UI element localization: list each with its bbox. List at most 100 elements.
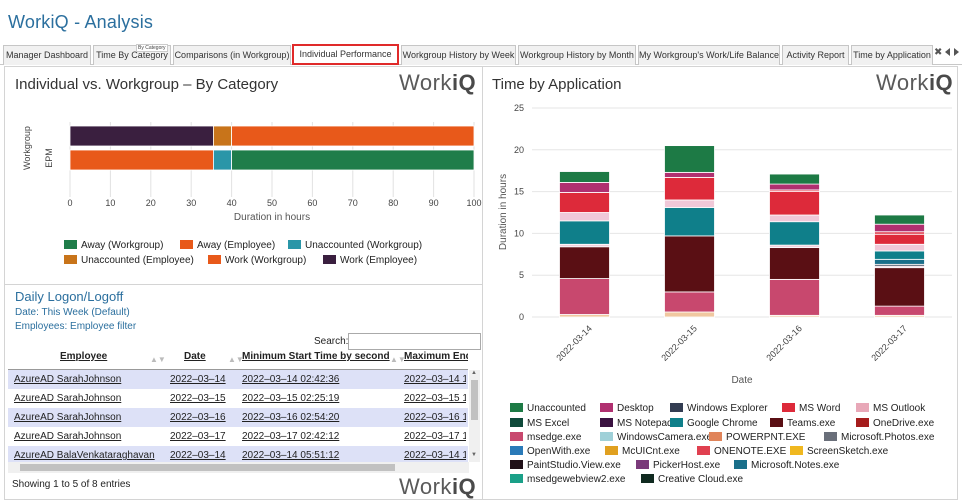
table-cell[interactable]: 2022–03–16 02:54:20 bbox=[242, 412, 340, 423]
legend-item[interactable]: ScreenSketch.exe bbox=[790, 446, 888, 457]
legend-item[interactable]: Work (Employee) bbox=[323, 255, 417, 266]
legend-item[interactable]: Unaccounted (Employee) bbox=[64, 255, 194, 266]
legend-item[interactable]: MS Excel bbox=[510, 418, 569, 429]
sort-icon[interactable]: ▲▼ bbox=[150, 355, 166, 364]
legend-label: ONENOTE.EXE bbox=[714, 446, 787, 457]
x-tick-label: 80 bbox=[388, 198, 398, 208]
legend-item[interactable]: Desktop bbox=[600, 403, 654, 414]
employee-filter-text[interactable]: Employees: Employee filter bbox=[15, 321, 137, 332]
x-tick-label: 70 bbox=[348, 198, 358, 208]
y-tick-label: 0 bbox=[519, 312, 524, 322]
legend-item[interactable]: Unaccounted (Workgroup) bbox=[288, 240, 422, 251]
column-header-date[interactable]: Date bbox=[184, 351, 206, 362]
table-cell[interactable]: AzureAD SarahJohnson bbox=[14, 412, 122, 423]
legend-label: Teams.exe bbox=[787, 418, 836, 429]
tab-activity-report[interactable]: Activity Report bbox=[782, 45, 849, 65]
legend-item[interactable]: PaintStudio.View.exe bbox=[510, 460, 621, 471]
bar-segment bbox=[769, 173, 820, 185]
legend-item[interactable]: POWERPNT.EXE bbox=[709, 432, 805, 443]
legend-swatch bbox=[64, 255, 77, 264]
column-header-min-start[interactable]: Minimum Start Time by second bbox=[242, 351, 390, 362]
chevron-left-icon[interactable] bbox=[945, 48, 950, 56]
sort-icon[interactable]: ▲▼ bbox=[390, 355, 406, 364]
right-chart-title: Time by Application bbox=[492, 76, 622, 93]
legend-label: WindowsCamera.exe bbox=[617, 432, 713, 443]
legend-item[interactable]: Unaccounted bbox=[510, 403, 586, 414]
table-cell[interactable]: 2022–03–17 1 bbox=[404, 431, 466, 442]
legend-item[interactable]: Google Chrome bbox=[670, 418, 758, 429]
tab-workgroup-history-week[interactable]: Workgroup History by Week bbox=[401, 45, 516, 65]
table-row[interactable]: AzureAD SarahJohnson 2022–03–14 2022–03–14… bbox=[8, 370, 468, 389]
legend-item[interactable]: Away (Workgroup) bbox=[64, 240, 163, 251]
chevron-right-icon[interactable] bbox=[954, 48, 959, 56]
table-cell[interactable]: 2022–03–14 02:42:36 bbox=[242, 374, 340, 385]
table-cell[interactable]: 2022–03–14 05:51:12 bbox=[242, 450, 340, 461]
legend-item[interactable]: MS Outlook bbox=[856, 403, 925, 414]
vertical-scrollbar[interactable]: ▲ ▼ bbox=[469, 370, 480, 462]
sort-icon[interactable]: ▲▼ bbox=[228, 355, 244, 364]
legend-swatch bbox=[636, 460, 649, 469]
legend-item[interactable]: Microsoft.Notes.exe bbox=[734, 460, 839, 471]
table-cell[interactable]: 2022–03–15 1 bbox=[404, 393, 466, 404]
tab-time-by-application[interactable]: Time by Application bbox=[851, 45, 933, 65]
legend-item[interactable]: OneDrive.exe bbox=[856, 418, 934, 429]
tab-comparisons[interactable]: Comparisons (in Workgroup) bbox=[173, 45, 291, 65]
legend-item[interactable]: McUICnt.exe bbox=[605, 446, 680, 457]
table-cell[interactable]: 2022–03–14 bbox=[170, 450, 226, 461]
table-cell[interactable]: AzureAD SarahJohnson bbox=[14, 393, 122, 404]
column-header-max-end[interactable]: Maximum End Tir bbox=[404, 351, 468, 362]
legend-item[interactable]: MS Word bbox=[782, 403, 841, 414]
table-cell[interactable]: 2022–03–17 02:42:12 bbox=[242, 431, 340, 442]
table-cell[interactable]: AzureAD SarahJohnson bbox=[14, 431, 122, 442]
tab-manager-dashboard[interactable]: Manager Dashboard bbox=[3, 45, 91, 65]
table-cell[interactable]: 2022–03–14 1 bbox=[404, 450, 466, 461]
table-row[interactable]: AzureAD SarahJohnson 2022–03–15 2022–03–15… bbox=[8, 389, 468, 408]
legend-label: OneDrive.exe bbox=[873, 418, 935, 429]
table-row[interactable]: AzureAD SarahJohnson 2022–03–16 2022–03–16… bbox=[8, 408, 468, 427]
x-axis-label: Date bbox=[731, 375, 753, 386]
legend-label: msedge.exe bbox=[527, 432, 582, 443]
legend-item[interactable]: PickerHost.exe bbox=[636, 460, 720, 471]
legend-item[interactable]: ONENOTE.EXE bbox=[697, 446, 786, 457]
tab-work-life-balance[interactable]: My Workgroup's Work/Life Balance bbox=[638, 45, 780, 65]
horizontal-scrollbar[interactable] bbox=[8, 462, 469, 473]
legend-item[interactable]: OpenWith.exe bbox=[510, 446, 590, 457]
table-row[interactable]: AzureAD SarahJohnson 2022–03–17 2022–03–17… bbox=[8, 427, 468, 446]
category-chart: 0 10 20 30 40 50 60 70 80 90 100 Duration in hours W… bbox=[22, 122, 482, 223]
table-cell[interactable]: 2022–03–16 1 bbox=[404, 412, 466, 423]
table-cell[interactable]: 2022–03–14 bbox=[170, 374, 226, 385]
table-cell[interactable]: 2022–03–15 02:25:19 bbox=[242, 393, 340, 404]
table-cell[interactable]: AzureAD SarahJohnson bbox=[14, 374, 122, 385]
legend-swatch bbox=[208, 255, 221, 264]
bar-segment bbox=[231, 125, 475, 147]
bar-segment bbox=[769, 191, 820, 216]
search-input[interactable] bbox=[348, 333, 481, 350]
table-cell[interactable]: 2022–03–15 bbox=[170, 393, 226, 404]
legend-item[interactable]: Windows Explorer bbox=[670, 403, 768, 414]
close-icon[interactable]: ✖ bbox=[934, 47, 943, 58]
bar-segment bbox=[769, 247, 820, 280]
legend-item[interactable]: Microsoft.Photos.exe bbox=[824, 432, 934, 443]
date-filter-text[interactable]: Date: This Week (Default) bbox=[15, 307, 130, 318]
legend-item[interactable]: msedge.exe bbox=[510, 432, 581, 443]
bar-segment bbox=[664, 145, 715, 173]
bar-segment bbox=[874, 258, 925, 265]
legend-item[interactable]: Work (Workgroup) bbox=[208, 255, 306, 266]
table-cell[interactable]: 2022–03–14 1 bbox=[404, 374, 466, 385]
column-header-employee[interactable]: Employee bbox=[60, 351, 108, 362]
tab-workgroup-history-month[interactable]: Workgroup History by Month bbox=[518, 45, 636, 65]
legend-item[interactable]: Away (Employee) bbox=[180, 240, 275, 251]
legend-item[interactable]: MS Notepad bbox=[600, 418, 673, 429]
table-row[interactable]: AzureAD BalaVenkataraghavan 2022–03–14 202… bbox=[8, 446, 468, 465]
legend-item[interactable]: Creative Cloud.exe bbox=[641, 474, 743, 485]
tab-individual-performance[interactable]: Individual Performance bbox=[292, 44, 399, 65]
legend-swatch bbox=[64, 240, 77, 249]
legend-item[interactable]: WindowsCamera.exe bbox=[600, 432, 712, 443]
table-cell[interactable]: 2022–03–16 bbox=[170, 412, 226, 423]
legend-swatch bbox=[600, 418, 613, 427]
legend-item[interactable]: msedgewebview2.exe bbox=[510, 474, 625, 485]
bar-segment bbox=[559, 246, 610, 279]
table-cell[interactable]: 2022–03–17 bbox=[170, 431, 226, 442]
legend-item[interactable]: Teams.exe bbox=[770, 418, 835, 429]
table-cell[interactable]: AzureAD BalaVenkataraghavan bbox=[14, 450, 155, 461]
